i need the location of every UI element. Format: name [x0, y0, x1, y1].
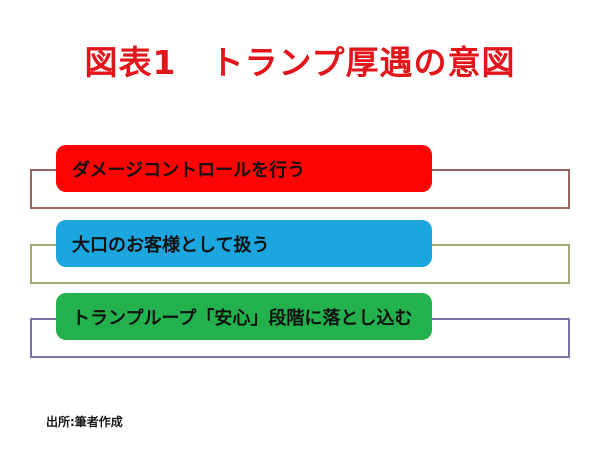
flow-item-box-2: 大口のお客様として扱う — [56, 220, 432, 267]
flow-item-label-1: ダメージコントロールを行う — [72, 159, 306, 181]
flow-item-box-3: トランプループ「安心」段階に落とし込む — [56, 293, 432, 340]
source-note: 出所:筆者作成 — [46, 415, 123, 429]
flow-item-label-3: トランプループ「安心」段階に落とし込む — [72, 307, 413, 329]
slide-title: 図表1 トランプ厚遇の意図 — [84, 43, 516, 82]
flow-item-box-1: ダメージコントロールを行う — [56, 145, 432, 192]
flow-item-label-2: 大口のお客様として扱う — [72, 234, 270, 256]
